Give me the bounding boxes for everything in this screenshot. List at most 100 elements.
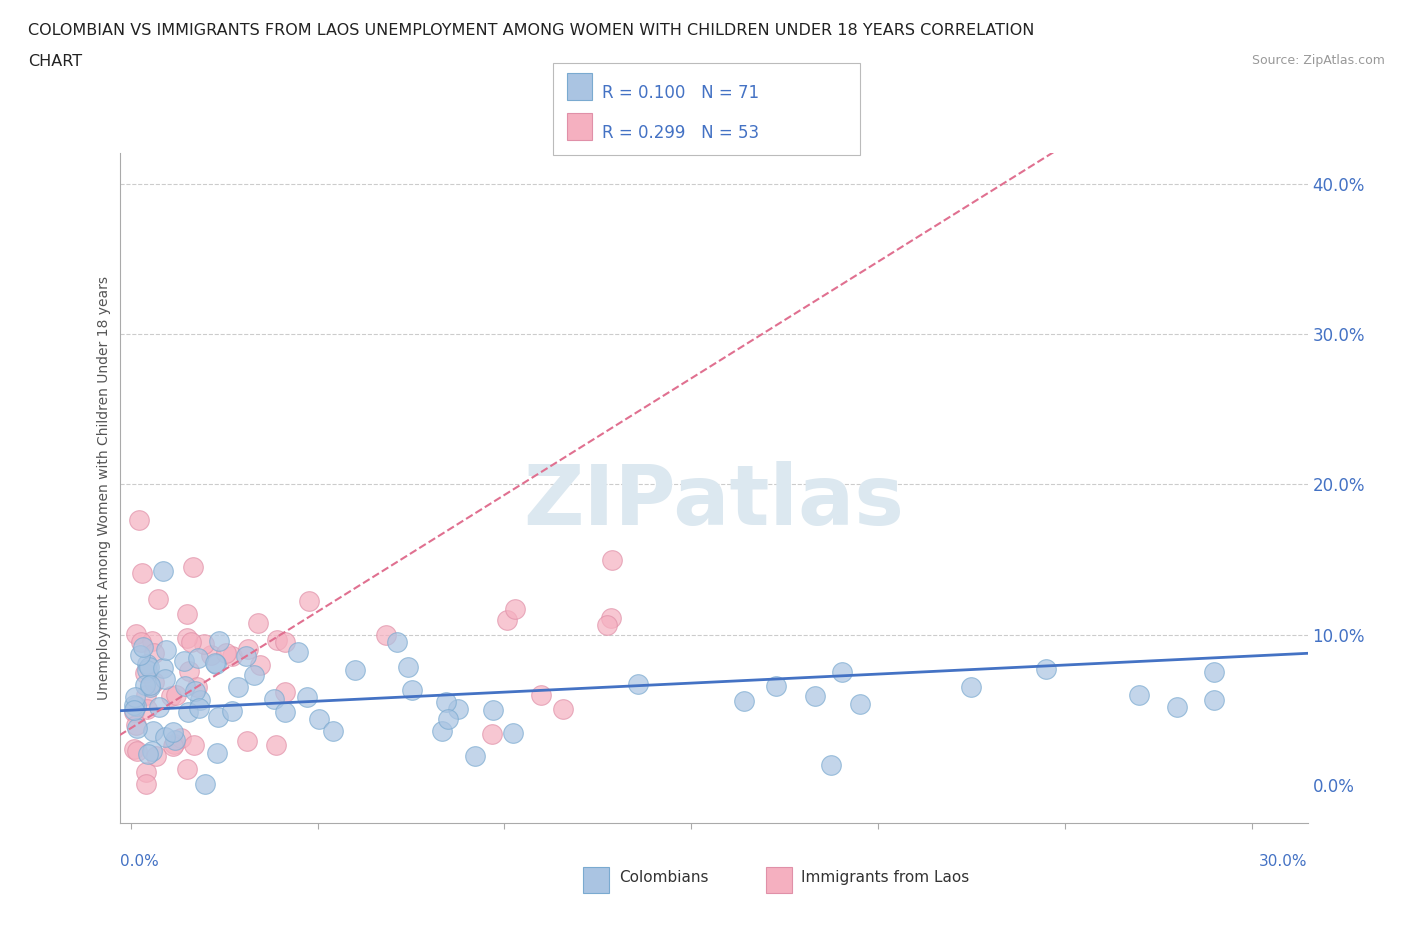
Point [848, 697, 870, 711]
Point [138, 679, 160, 694]
Point [298, 594, 321, 609]
Point [437, 711, 460, 726]
Point [626, 676, 648, 691]
Point [464, 749, 486, 764]
Point [242, 668, 264, 683]
Text: COLOMBIAN VS IMMIGRANTS FROM LAOS UNEMPLOYMENT AMONG WOMEN WITH CHILDREN UNDER 1: COLOMBIAN VS IMMIGRANTS FROM LAOS UNEMPL… [28, 23, 1035, 38]
Point [170, 731, 193, 746]
Point [152, 565, 174, 579]
Point [221, 703, 243, 718]
Point [176, 631, 198, 645]
Point [165, 687, 187, 702]
Point [530, 688, 553, 703]
Point [135, 657, 157, 671]
Point [136, 701, 159, 716]
Point [343, 663, 366, 678]
Text: R = 0.100   N = 71: R = 0.100 N = 71 [602, 84, 759, 101]
Point [831, 665, 853, 680]
Point [162, 724, 184, 739]
Point [273, 634, 295, 649]
Point [124, 742, 146, 757]
Text: ZIPatlas: ZIPatlas [523, 461, 904, 542]
Point [228, 680, 250, 695]
Point [131, 634, 153, 649]
Point [960, 680, 983, 695]
Point [264, 737, 287, 752]
Point [295, 689, 318, 704]
Point [155, 643, 177, 658]
Point [600, 611, 623, 626]
Point [138, 659, 160, 674]
Point [145, 749, 167, 764]
Point [160, 689, 183, 704]
Point [163, 737, 186, 751]
Point [131, 565, 153, 580]
Point [187, 651, 209, 666]
Point [215, 645, 238, 660]
Point [481, 726, 503, 741]
Text: 30.0%: 30.0% [1260, 854, 1308, 869]
Point [177, 663, 200, 678]
Text: R = 0.299   N = 53: R = 0.299 N = 53 [602, 124, 759, 141]
Point [432, 724, 454, 738]
Point [1204, 664, 1226, 679]
Point [124, 702, 146, 717]
Point [505, 601, 527, 616]
Point [174, 678, 197, 693]
Point [143, 645, 166, 660]
Point [129, 647, 152, 662]
Point [125, 720, 148, 735]
Point [176, 606, 198, 621]
Point [221, 648, 243, 663]
Point [495, 613, 517, 628]
Point [141, 633, 163, 648]
Point [125, 718, 148, 733]
Point [200, 647, 222, 662]
Point [287, 644, 309, 659]
Point [135, 764, 157, 779]
Point [148, 700, 170, 715]
Point [124, 698, 146, 712]
Text: Source: ZipAtlas.com: Source: ZipAtlas.com [1251, 54, 1385, 67]
Point [398, 659, 420, 674]
Point [1128, 688, 1150, 703]
Y-axis label: Unemployment Among Women with Children Under 18 years: Unemployment Among Women with Children U… [97, 276, 111, 700]
Point [247, 616, 270, 631]
Point [183, 737, 205, 752]
Point [804, 688, 827, 703]
Point [600, 552, 623, 567]
Point [434, 695, 457, 710]
Point [180, 635, 202, 650]
Point [141, 743, 163, 758]
Point [274, 684, 297, 699]
Point [127, 744, 149, 759]
Point [134, 666, 156, 681]
Point [193, 637, 215, 652]
Point [375, 628, 398, 643]
Point [153, 671, 176, 686]
Point [235, 734, 257, 749]
Point [1166, 699, 1188, 714]
Point [733, 694, 755, 709]
Point [135, 777, 157, 791]
Point [596, 618, 619, 632]
Point [142, 724, 165, 739]
Point [204, 656, 226, 671]
Point [553, 701, 575, 716]
Point [205, 657, 228, 671]
Point [176, 762, 198, 777]
Point [152, 660, 174, 675]
Point [186, 679, 208, 694]
Point [1204, 693, 1226, 708]
Point [135, 688, 157, 703]
Point [208, 633, 231, 648]
Point [146, 591, 169, 606]
Point [266, 632, 288, 647]
Point [447, 702, 470, 717]
Point [502, 726, 524, 741]
Point [134, 678, 156, 693]
Point [153, 729, 176, 744]
Text: CHART: CHART [28, 54, 82, 69]
Point [207, 710, 229, 724]
Point [142, 675, 165, 690]
